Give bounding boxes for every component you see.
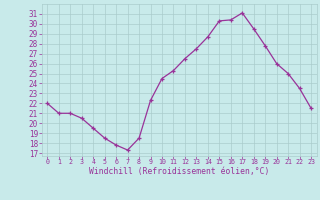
X-axis label: Windchill (Refroidissement éolien,°C): Windchill (Refroidissement éolien,°C) <box>89 167 269 176</box>
